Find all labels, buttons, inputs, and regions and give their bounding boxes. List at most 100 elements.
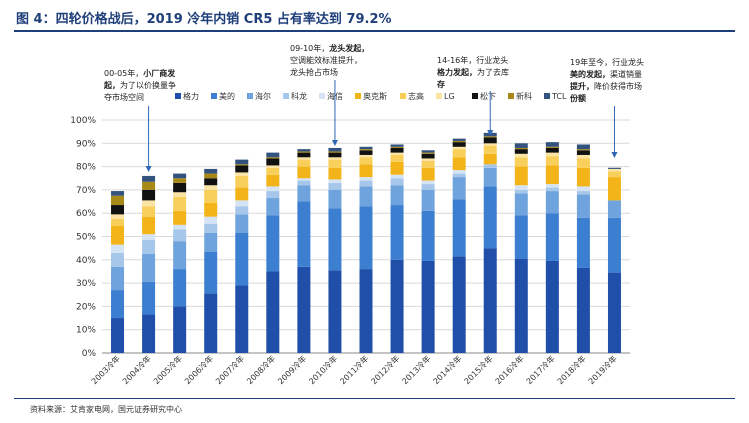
legend-label: 松下 bbox=[480, 91, 496, 101]
bar-segment bbox=[328, 147, 342, 152]
bar-segment bbox=[514, 185, 528, 190]
legend-swatch bbox=[211, 93, 217, 99]
bar-segment bbox=[142, 216, 156, 235]
bar-segment bbox=[452, 142, 466, 147]
bar-segment bbox=[235, 214, 249, 234]
bar-segment bbox=[390, 185, 404, 206]
bar-segment bbox=[111, 252, 125, 267]
bar-segment bbox=[607, 217, 621, 273]
legend-swatch bbox=[400, 93, 406, 99]
bar-segment bbox=[359, 269, 373, 353]
bar-segment bbox=[204, 185, 218, 190]
bar-segment bbox=[266, 186, 280, 192]
bar-segment bbox=[328, 179, 342, 183]
bar-segment bbox=[297, 266, 311, 353]
title-bar: 图 4：四轮价格战后，2019 冷年内销 CR5 占有率达到 79.2% bbox=[14, 6, 735, 32]
bar-segment bbox=[111, 205, 125, 215]
bar-segment bbox=[359, 177, 373, 181]
bar-segment bbox=[142, 175, 156, 182]
bar-segment bbox=[173, 306, 187, 353]
bar-segment bbox=[483, 167, 497, 187]
bar-segment bbox=[173, 182, 187, 193]
annotation-2019: 美的发起，渠道销量 bbox=[570, 69, 642, 79]
bar-segment bbox=[545, 147, 559, 153]
bar-segment bbox=[390, 146, 404, 148]
bar-segment bbox=[359, 186, 373, 207]
legend-swatch bbox=[247, 93, 253, 99]
legend-label: 美的 bbox=[219, 91, 235, 101]
bar-segment bbox=[359, 146, 373, 150]
bar-segment bbox=[421, 153, 435, 159]
bar-segment bbox=[576, 144, 590, 150]
annotation-2014-2016: 14-16年，行业龙头 bbox=[437, 55, 508, 65]
bar-segment bbox=[483, 145, 497, 154]
annotation-span: 00-05年， bbox=[104, 68, 143, 78]
legend-label: 海尔 bbox=[255, 91, 271, 101]
bar-segment bbox=[266, 152, 280, 158]
bar-segment bbox=[359, 154, 373, 158]
figure-title: 图 4：四轮价格战后，2019 冷年内销 CR5 占有率达到 79.2% bbox=[16, 12, 392, 27]
bar-segment bbox=[452, 140, 466, 143]
bar-segment bbox=[421, 158, 435, 161]
y-axis: 0% 10% 20% 30% 40% 50% 60% 70% 80% 90% 100% bbox=[70, 116, 96, 359]
x-tick-label: 2010冷年 bbox=[307, 353, 340, 386]
bar-segment bbox=[328, 152, 342, 158]
bar-segment bbox=[328, 182, 342, 190]
bar-segment bbox=[483, 143, 497, 146]
bar-segment bbox=[235, 164, 249, 166]
bar-segment bbox=[111, 318, 125, 353]
bar-segment bbox=[328, 189, 342, 209]
bar-segment bbox=[173, 229, 187, 242]
y-tick-label: 100% bbox=[70, 116, 96, 126]
bar-segment bbox=[514, 166, 528, 186]
annotation-2009-2010: 09-10年，龙头发起， bbox=[290, 43, 369, 53]
bar-segment bbox=[266, 271, 280, 353]
bar-segment bbox=[328, 167, 342, 180]
bar-segment bbox=[545, 142, 559, 147]
bar-segment bbox=[142, 206, 156, 217]
annotation-span: 提升， bbox=[570, 81, 594, 91]
annotation-span: 为了去库 bbox=[477, 67, 509, 77]
bar-segment bbox=[204, 223, 218, 234]
bar-segment bbox=[235, 175, 249, 188]
bar-segment bbox=[607, 167, 621, 169]
bar-segment bbox=[390, 174, 404, 179]
bar-segment bbox=[266, 157, 280, 159]
annotation-span: 美的发起， bbox=[570, 69, 610, 79]
annotation-2014-2016: 格力发起，为了去库 bbox=[437, 67, 509, 77]
bar-segment bbox=[390, 144, 404, 147]
annotation-span: 龙头抢占市场 bbox=[290, 67, 338, 77]
legend-label: TCL bbox=[551, 92, 567, 101]
bar-segment bbox=[142, 314, 156, 353]
x-tick-label: 2009冷年 bbox=[276, 353, 309, 386]
bar-segment bbox=[607, 177, 621, 201]
bar-segment bbox=[297, 180, 311, 186]
annotation-span: 夺市场空间 bbox=[104, 92, 144, 102]
bar-segment bbox=[235, 200, 249, 207]
x-tick-label: 2018冷年 bbox=[555, 353, 588, 386]
bar-segment bbox=[111, 214, 125, 220]
bar-segment bbox=[359, 149, 373, 151]
annotation-span: 渠道销量 bbox=[610, 69, 642, 79]
bar-segment bbox=[390, 161, 404, 175]
annotation-span: 19年至今，行业龙头 bbox=[570, 57, 644, 67]
bar-segment bbox=[204, 251, 218, 294]
legend-swatch bbox=[508, 93, 514, 99]
bar-segment bbox=[266, 191, 280, 199]
bar-segment bbox=[421, 180, 435, 185]
annotation-span: 龙头发起， bbox=[328, 43, 369, 53]
y-tick-label: 10% bbox=[76, 326, 96, 336]
arrow-head bbox=[331, 140, 338, 146]
arrow-head bbox=[145, 166, 152, 172]
y-tick-label: 50% bbox=[76, 233, 96, 243]
bar-segment bbox=[452, 256, 466, 353]
bar-segment bbox=[173, 196, 187, 211]
bar-segment bbox=[421, 210, 435, 261]
bar-segment bbox=[514, 258, 528, 353]
bar-segment bbox=[204, 216, 218, 224]
bar-segment bbox=[111, 244, 125, 253]
bar-segment bbox=[328, 159, 342, 168]
arrow-head bbox=[487, 130, 494, 136]
legend-label: 科龙 bbox=[291, 91, 307, 101]
legend-swatch bbox=[472, 93, 478, 99]
